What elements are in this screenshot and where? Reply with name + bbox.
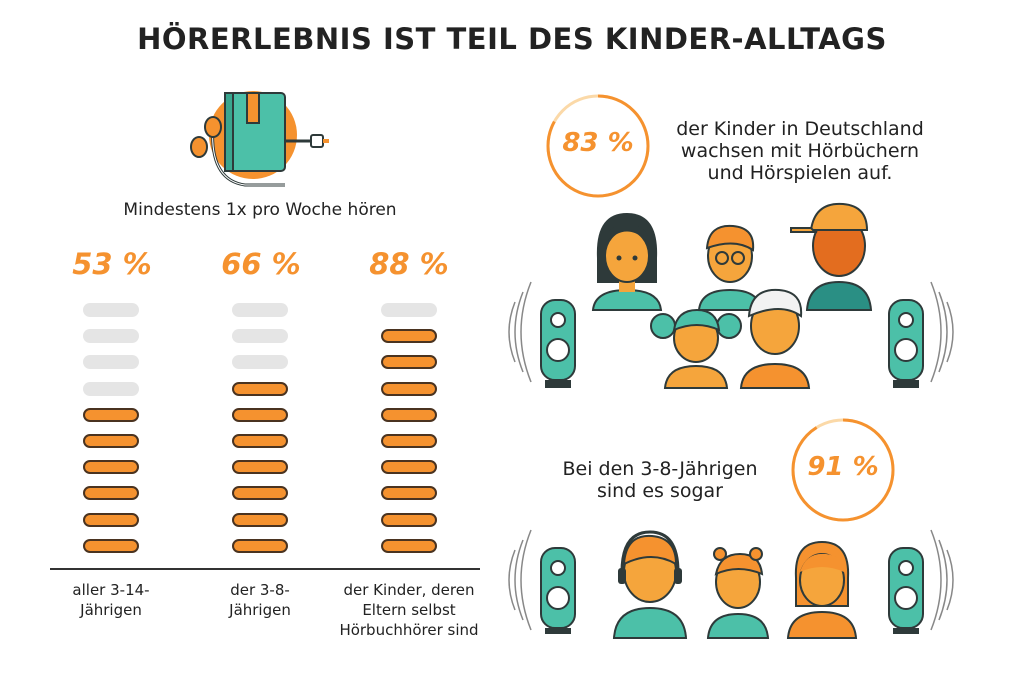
bar-stack-1 bbox=[83, 300, 139, 560]
stat2-ring-progress bbox=[791, 418, 895, 522]
bar-segment bbox=[232, 407, 288, 422]
bar-segment bbox=[83, 381, 139, 396]
bar-segment bbox=[83, 460, 139, 475]
page-title: HÖRERLEBNIS IST TEIL DES KINDER-ALLTAGS bbox=[137, 22, 887, 56]
category-label-3-line-2: Eltern selbst bbox=[362, 601, 456, 619]
children-group-illustration bbox=[612, 530, 858, 639]
category-label-3-line-1: der Kinder, deren bbox=[343, 581, 475, 599]
child-avatar-icon bbox=[786, 540, 858, 639]
bar-segment bbox=[232, 486, 288, 501]
bar-segment bbox=[381, 329, 437, 344]
stat1-ring bbox=[546, 94, 650, 198]
speaker-icon bbox=[508, 529, 576, 634]
bar-segment bbox=[83, 538, 139, 553]
bar-stack-3 bbox=[381, 300, 437, 560]
value-label-3: 88 % bbox=[369, 247, 449, 281]
bar-segment bbox=[232, 303, 288, 317]
bar-segment bbox=[232, 381, 288, 396]
bar-segment bbox=[83, 329, 139, 344]
child-avatar-icon bbox=[650, 308, 742, 389]
bar-segment bbox=[232, 460, 288, 475]
bar-segment bbox=[83, 486, 139, 501]
bar-segment bbox=[83, 512, 139, 527]
stat1-line-3: und Hörspielen auf. bbox=[707, 162, 893, 184]
child-avatar-icon bbox=[697, 224, 763, 311]
bar-segment bbox=[232, 538, 288, 553]
stat1-text: der Kinder in Deutschland wachsen mit Hö… bbox=[660, 118, 940, 184]
chart-baseline bbox=[50, 568, 480, 570]
bar-segment bbox=[83, 407, 139, 422]
stat1-ring-progress bbox=[546, 94, 650, 198]
category-label-3: der Kinder, deren Eltern selbst Hörbuchh… bbox=[334, 580, 484, 640]
bar-segment bbox=[83, 434, 139, 448]
stat1-line-1: der Kinder in Deutschland bbox=[676, 118, 924, 140]
bar-segment bbox=[232, 512, 288, 527]
bar-segment bbox=[83, 303, 139, 317]
stat2-line-1: Bei den 3-8-Jährigen bbox=[562, 458, 758, 480]
bar-segment bbox=[381, 512, 437, 527]
children-group-illustration bbox=[591, 202, 873, 389]
bar-stack-2 bbox=[232, 300, 288, 560]
bar-segment bbox=[381, 434, 437, 448]
speaker-icon bbox=[508, 281, 576, 388]
bar-segment bbox=[381, 303, 437, 317]
bar-segment bbox=[381, 381, 437, 396]
bar-segment bbox=[381, 486, 437, 501]
bar-segment bbox=[232, 329, 288, 344]
bar-segment bbox=[381, 407, 437, 422]
category-label-1-line-1: aller 3-14- bbox=[72, 581, 150, 599]
stat1-value: 83 % bbox=[562, 128, 634, 158]
category-label-2-line-1: der 3-8- bbox=[230, 581, 290, 599]
bar-segment bbox=[232, 355, 288, 370]
stat1-line-2: wachsen mit Hörbüchern bbox=[680, 140, 920, 162]
bar-segment bbox=[381, 460, 437, 475]
speaker-icon bbox=[888, 529, 954, 634]
chart-subtitle: Mindestens 1x pro Woche hören bbox=[123, 200, 397, 220]
stat2-line-2: sind es sogar bbox=[597, 480, 723, 502]
child-avatar-icon bbox=[612, 530, 688, 639]
category-label-2-line-2: Jährigen bbox=[229, 601, 291, 619]
child-avatar-icon bbox=[706, 547, 770, 639]
book-with-headphones-icon bbox=[190, 91, 329, 187]
category-label-1-line-2: Jährigen bbox=[80, 601, 142, 619]
stat2-value: 91 % bbox=[807, 452, 879, 482]
bar-segment bbox=[83, 355, 139, 370]
child-avatar-icon bbox=[739, 288, 811, 389]
stat2-text: Bei den 3-8-Jährigen sind es sogar bbox=[545, 458, 775, 502]
stat2-ring bbox=[791, 418, 895, 522]
value-label-2: 66 % bbox=[221, 247, 301, 281]
child-avatar-icon bbox=[790, 202, 873, 311]
category-label-3-line-3: Hörbuchhörer sind bbox=[339, 621, 479, 639]
bar-segment bbox=[232, 434, 288, 448]
speaker-icon bbox=[888, 281, 954, 388]
bar-segment bbox=[381, 355, 437, 370]
category-label-1: aller 3-14- Jährigen bbox=[36, 580, 186, 620]
value-label-1: 53 % bbox=[72, 247, 152, 281]
bar-segment bbox=[381, 538, 437, 553]
category-label-2: der 3-8- Jährigen bbox=[185, 580, 335, 620]
child-avatar-icon bbox=[591, 213, 663, 311]
